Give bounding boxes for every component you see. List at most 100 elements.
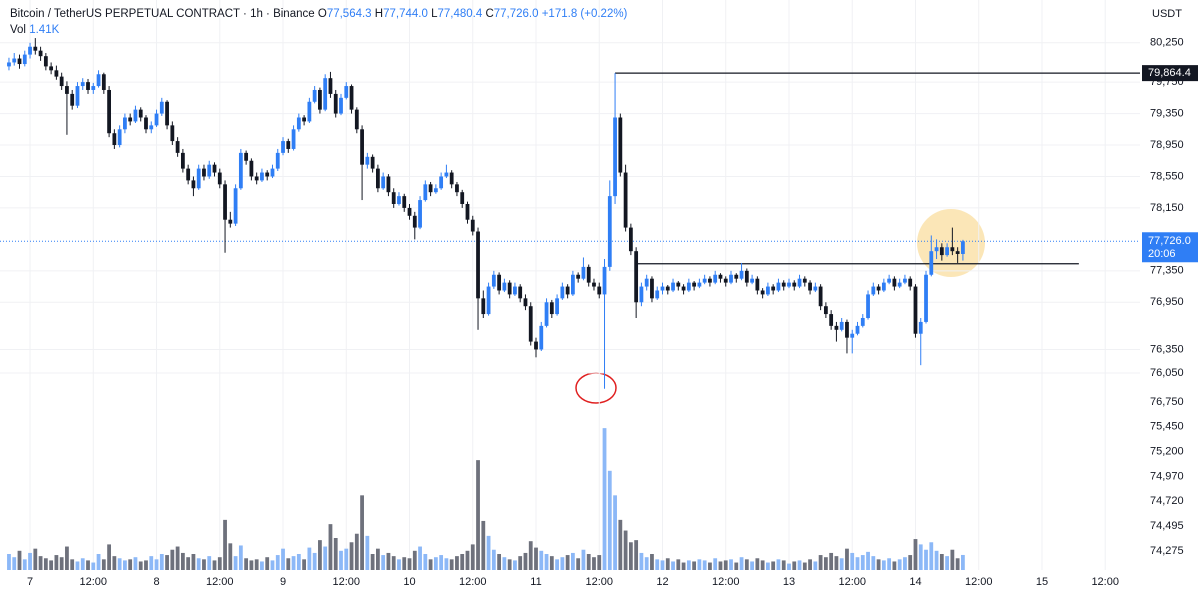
candle-body <box>402 196 407 208</box>
volume-bar <box>291 556 296 570</box>
volume-bar <box>860 555 865 570</box>
volume-bar <box>339 550 343 570</box>
x-tick-label: 7 <box>27 576 33 588</box>
volume-bar <box>628 542 633 570</box>
volume-bar <box>760 560 765 570</box>
x-tick-label: 9 <box>280 576 286 588</box>
candle-body <box>834 325 839 330</box>
volume-bar <box>444 558 449 570</box>
volume-bar <box>697 559 702 570</box>
candle-body <box>739 270 744 279</box>
volume-bar <box>660 560 665 570</box>
volume-bar <box>924 549 928 570</box>
volume-bar <box>839 558 844 570</box>
candle-body <box>539 325 544 350</box>
candle-body <box>871 286 876 295</box>
candle-body <box>924 274 928 322</box>
volume-bar <box>797 560 802 570</box>
candle-body <box>159 101 164 114</box>
volume-bar <box>75 561 80 570</box>
volume-bar <box>328 524 333 570</box>
volume-bar <box>597 555 602 570</box>
volume-bar <box>618 519 623 570</box>
candle-body <box>101 74 106 90</box>
candle-body <box>70 93 75 106</box>
candle-body <box>397 196 401 204</box>
volume-bar <box>38 556 43 570</box>
volume-bar <box>650 554 654 570</box>
volume-line: Vol 1.41K <box>10 22 627 38</box>
volume-bar <box>623 530 628 570</box>
candle-body <box>202 168 206 177</box>
volume-bar <box>365 535 370 570</box>
volume-axis-label: 74,970 <box>1150 470 1184 482</box>
volume-bar <box>249 560 254 570</box>
volume-bar <box>555 559 559 570</box>
volume-bar <box>455 556 459 570</box>
volume-bar <box>634 540 639 570</box>
candle-body <box>333 93 338 114</box>
candle-body <box>391 192 396 204</box>
candle-body <box>560 286 565 299</box>
volume-bar <box>117 558 122 570</box>
candle-body <box>802 278 807 283</box>
volume-bar <box>903 557 907 570</box>
candle-body <box>212 164 217 173</box>
volume-bar <box>223 519 227 570</box>
candle-body <box>618 117 623 173</box>
candle-body <box>375 168 380 189</box>
candle-body <box>407 207 412 216</box>
candle-body <box>328 78 333 94</box>
volume-bar <box>565 555 570 570</box>
candle-body <box>576 274 581 279</box>
volume-bar <box>49 560 54 570</box>
volume-bar <box>33 548 38 570</box>
volume-bar <box>961 554 965 570</box>
volume-bar <box>750 561 754 570</box>
volume-axis-label: 74,720 <box>1150 495 1184 507</box>
volume-bar <box>913 539 918 570</box>
volume-bar <box>939 554 944 570</box>
volume-bar <box>397 559 401 570</box>
volume-bar <box>333 538 338 570</box>
y-tick-label: 76,950 <box>1150 296 1184 308</box>
candle-body <box>265 172 270 177</box>
volume-bar <box>781 560 786 570</box>
candle-body <box>918 321 923 334</box>
x-tick-label: 12:00 <box>965 576 993 588</box>
volume-bar <box>576 558 581 570</box>
candle-body <box>470 219 475 232</box>
candle-body <box>22 54 27 65</box>
volume-bar <box>766 562 770 570</box>
candle-body <box>823 306 828 315</box>
candle-body <box>17 58 22 65</box>
candle-body <box>571 274 575 295</box>
volume-bar <box>607 470 612 570</box>
volume-bar <box>12 557 17 570</box>
volume-bar <box>686 560 691 570</box>
candle-body <box>686 282 691 291</box>
candle-body <box>439 176 444 189</box>
candle-body <box>249 160 254 177</box>
volume-bar <box>433 557 438 570</box>
candle-body <box>449 172 454 185</box>
volume-bar <box>560 557 565 570</box>
y-tick-label: 76,050 <box>1150 367 1184 379</box>
candle-body <box>623 172 628 228</box>
volume-bar <box>502 557 507 570</box>
volume-bar <box>518 556 523 570</box>
volume-bar <box>945 556 949 570</box>
candle-body <box>555 298 559 315</box>
volume-bar <box>808 559 812 570</box>
volume-bar <box>818 555 823 570</box>
candle-body <box>238 152 243 189</box>
candle-body <box>665 286 670 291</box>
candle-body <box>628 227 633 252</box>
ohlc-key: L <box>431 8 438 20</box>
candle-body <box>7 62 11 67</box>
volume-bar <box>407 558 412 570</box>
y-tick-label: 78,550 <box>1150 170 1184 182</box>
x-tick-label: 14 <box>909 576 921 588</box>
candle-body <box>133 109 138 122</box>
volume-bar <box>312 552 317 570</box>
